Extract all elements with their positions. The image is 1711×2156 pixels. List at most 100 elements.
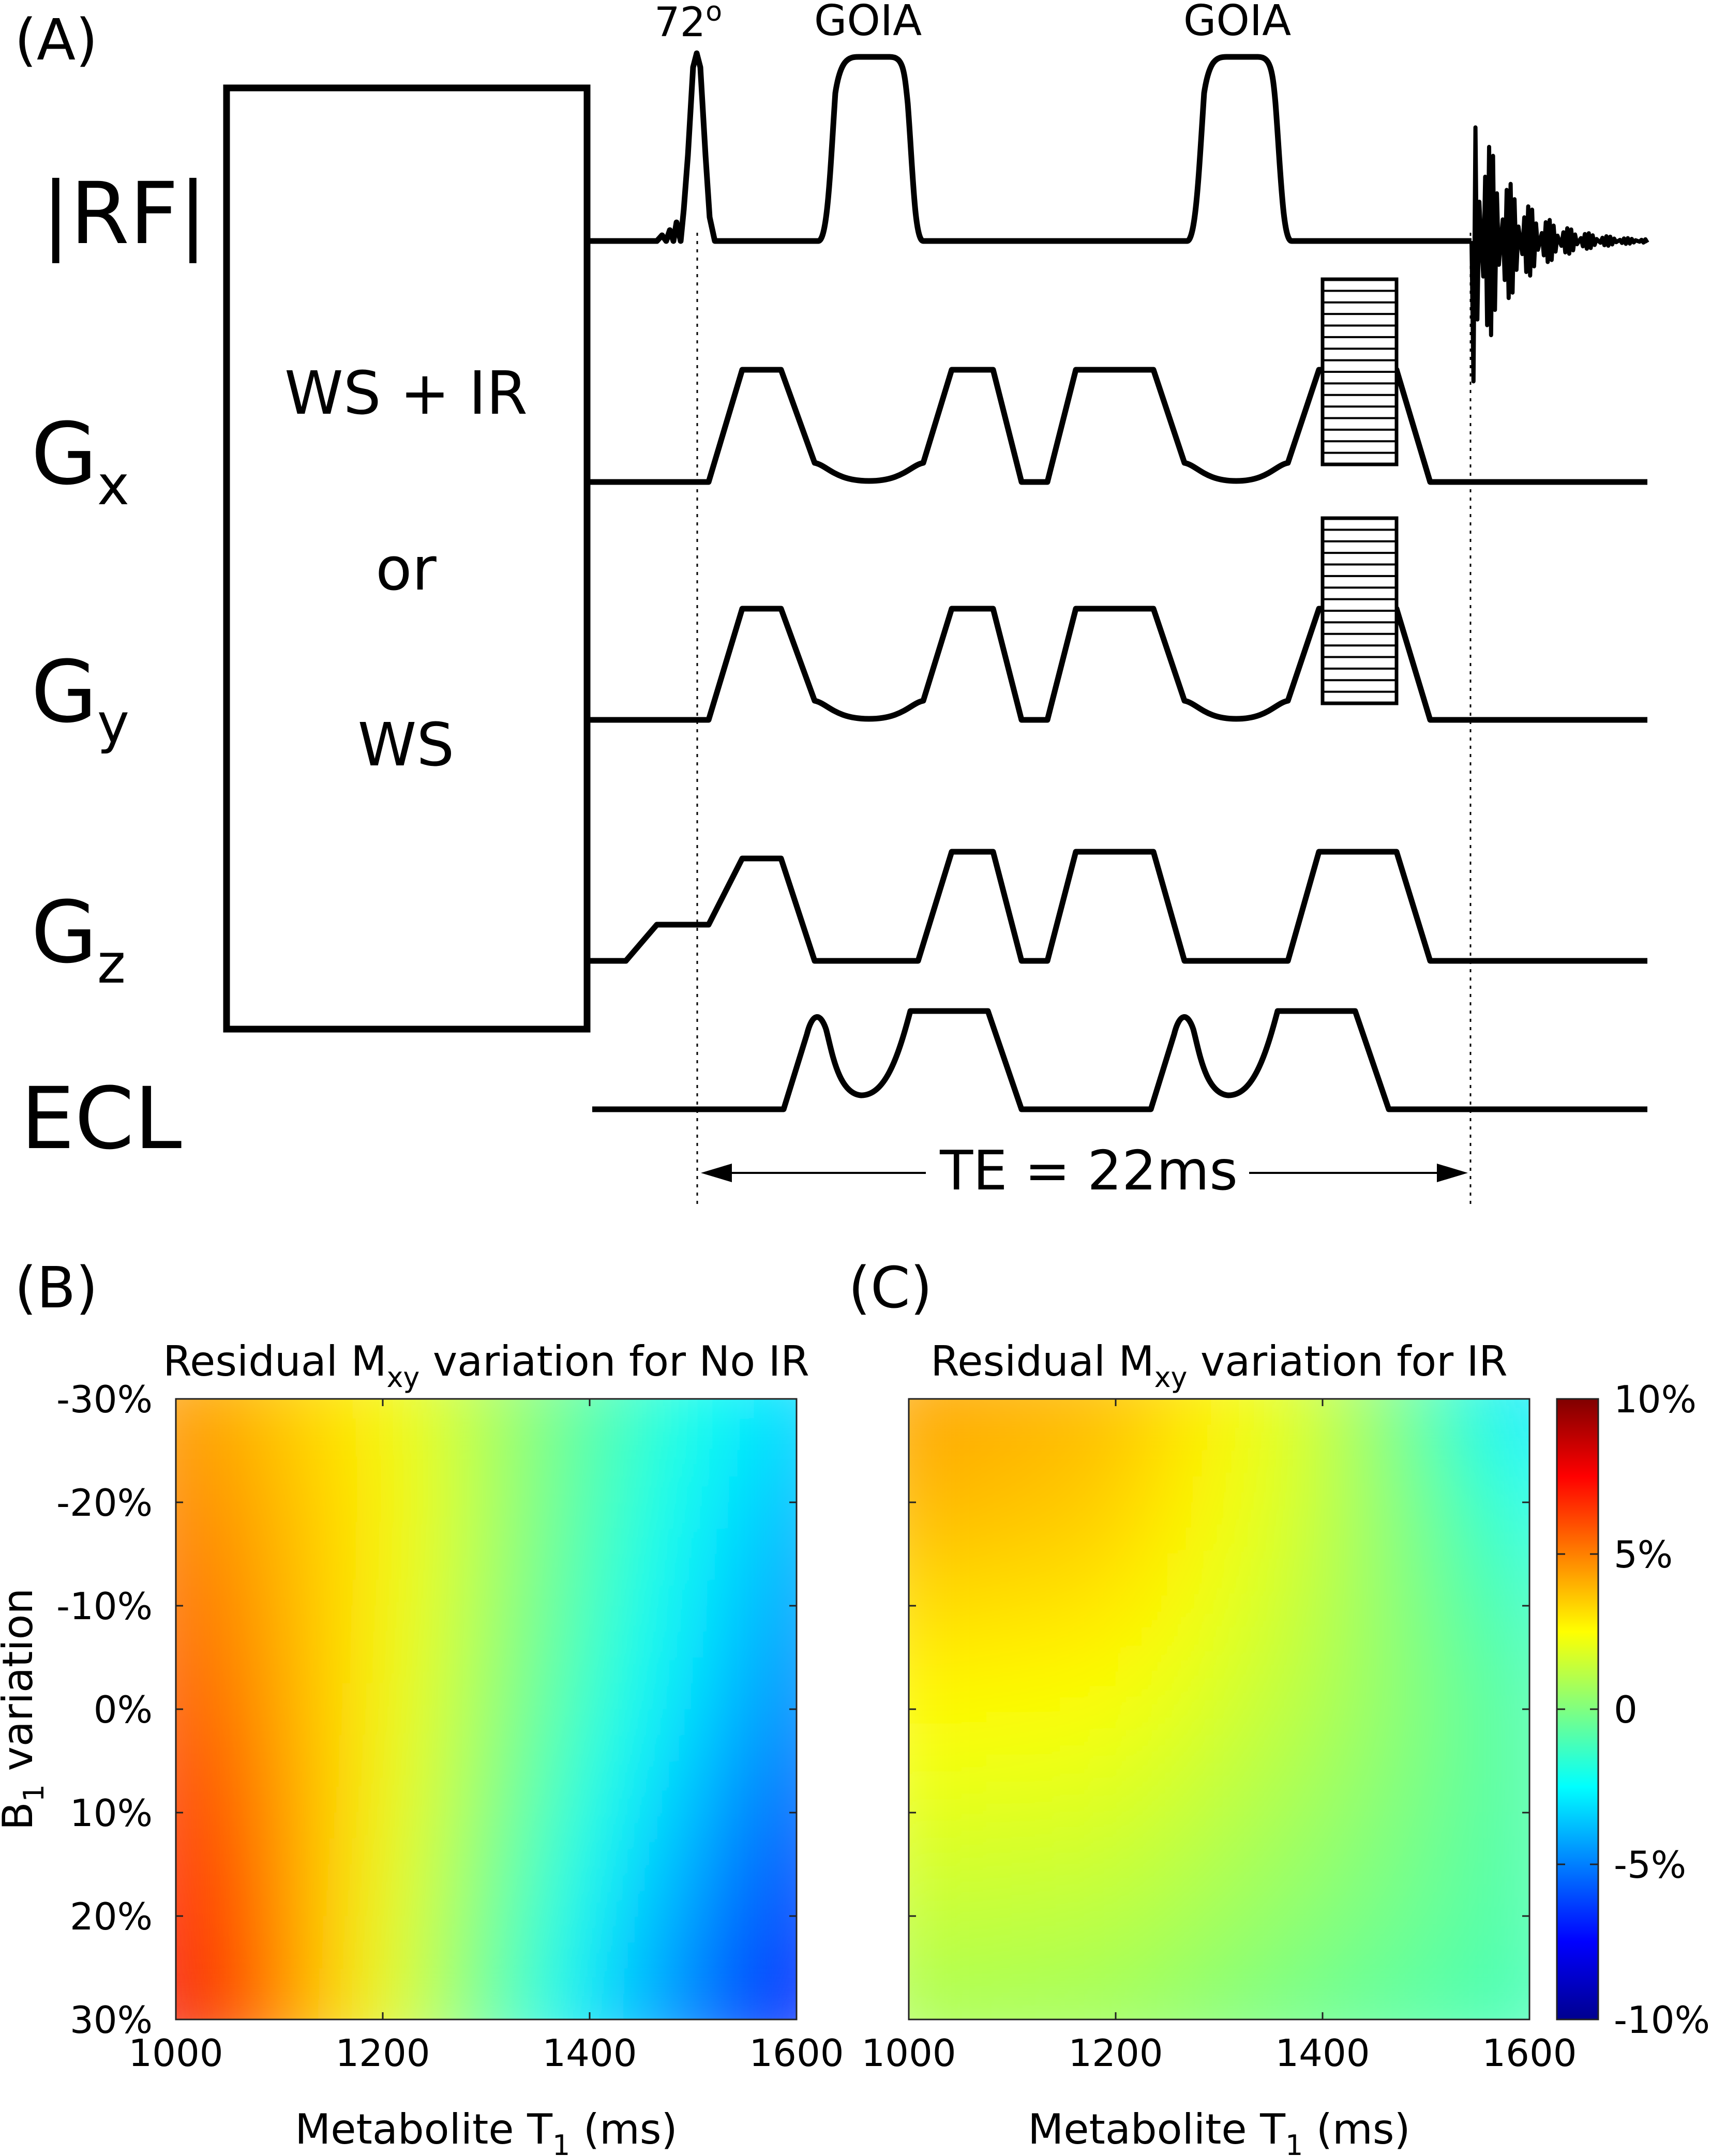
heatmap-cell	[1400, 1916, 1427, 1942]
heatmap-cell	[1323, 1399, 1349, 1425]
heatmap-cell	[1504, 1813, 1529, 1839]
heatmap-cell	[228, 1657, 254, 1684]
panel-c-title: Residual Mxy variation for IR	[930, 1337, 1507, 1394]
heatmap-cell	[1297, 1632, 1323, 1658]
heatmap-cell	[1090, 1451, 1116, 1477]
heatmap-cell	[434, 1502, 461, 1529]
heatmap-cell	[279, 1476, 306, 1503]
heatmap-cell	[538, 1735, 564, 1761]
heatmap-cell	[1400, 1968, 1427, 1994]
x-tick-label: 1000	[128, 2031, 223, 2075]
heatmap-cell	[409, 1890, 435, 1917]
heatmap-cell	[771, 1451, 797, 1477]
heatmap-cell	[564, 1761, 590, 1787]
heatmap-cell	[383, 1580, 409, 1606]
heatmap-cell	[641, 1554, 668, 1580]
heatmap-cell	[745, 1994, 771, 2019]
heatmap-cell	[1529, 1632, 1556, 1658]
heatmap-cell	[1142, 1709, 1168, 1736]
heatmap-cell	[1323, 1528, 1349, 1555]
heatmap-cell	[460, 1657, 487, 1684]
heatmap-cell	[1271, 1554, 1297, 1580]
heatmap-cell	[460, 1735, 487, 1761]
rf-waveform	[588, 50, 1649, 384]
heatmap-cell	[1245, 1838, 1271, 1865]
heatmap-cell	[357, 1735, 383, 1761]
heatmap-cell	[486, 1761, 513, 1787]
heatmap-cell	[1452, 1425, 1478, 1451]
heatmap-cell	[1348, 1425, 1375, 1451]
heatmap-cell	[1323, 1813, 1349, 1839]
heatmap-cell	[409, 1657, 435, 1684]
heatmap-cell	[434, 1683, 461, 1710]
heatmap-cell	[857, 1502, 883, 1529]
heatmap-cell	[1142, 1813, 1168, 1839]
heatmap-cell	[771, 1709, 797, 1736]
heatmap-cell	[909, 1709, 935, 1736]
heatmap-cell	[1297, 1864, 1323, 1891]
heatmap-cell	[822, 1890, 849, 1917]
heatmap-cell	[797, 1942, 823, 1968]
heatmap-cell	[1038, 1890, 1064, 1917]
heatmap-cell	[434, 1787, 461, 1813]
heatmap-cell	[1452, 1632, 1478, 1658]
heatmap-cell	[1012, 1838, 1039, 1865]
heatmap-cell	[434, 1451, 461, 1477]
heatmap-cell	[150, 1942, 176, 1968]
heatmap-cell	[745, 1502, 771, 1529]
heatmap-cell	[986, 1476, 1013, 1503]
heatmap-cell	[1090, 1476, 1116, 1503]
heatmap-cell	[1478, 1683, 1504, 1710]
heatmap-cell	[253, 1761, 280, 1787]
heatmap-cell	[641, 2019, 668, 2046]
heatmap-cell	[1167, 1916, 1194, 1942]
y-axis-label: B1 variation	[0, 1588, 50, 1830]
heatmap-cell	[1529, 1373, 1556, 1399]
heatmap-cell	[357, 1916, 383, 1942]
heatmap-cell	[909, 1916, 935, 1942]
heatmap-cell	[383, 1528, 409, 1555]
heatmap-cell	[1116, 1916, 1142, 1942]
panel-b-x-axis-label: Metabolite T1 (ms)	[295, 2105, 678, 2156]
heatmap-cell	[857, 1787, 883, 1813]
heatmap-cell	[960, 1580, 987, 1606]
heatmap-cell	[1348, 1735, 1375, 1761]
heatmap-cell	[460, 1683, 487, 1710]
heatmap-cell	[693, 2019, 719, 2046]
heatmap-cell	[331, 1425, 357, 1451]
heatmap-cell	[331, 1709, 357, 1736]
heatmap-cell	[1167, 1502, 1194, 1529]
heatmap-cell	[986, 1864, 1013, 1891]
heatmap-cell	[719, 1709, 745, 1736]
heatmap-cell	[383, 1554, 409, 1580]
heatmap-cell	[590, 1890, 616, 1917]
heatmap-cell	[409, 1813, 435, 1839]
heatmap-cell	[357, 1554, 383, 1580]
heatmap-cell	[486, 1709, 513, 1736]
heatmap-cell	[693, 1502, 719, 1529]
heatmap-cell	[1142, 1761, 1168, 1787]
heatmap-cell	[150, 1890, 176, 1917]
heatmap-cell	[667, 1502, 694, 1529]
heatmap-cell	[857, 1864, 883, 1891]
heatmap-cell	[1064, 1761, 1090, 1787]
heatmap-cell	[176, 1787, 202, 1813]
heatmap-cell	[1271, 1813, 1297, 1839]
heatmap-cell	[1038, 1606, 1064, 1632]
heatmap-cell	[1348, 1632, 1375, 1658]
heatmap-cell	[935, 1735, 961, 1761]
heatmap-cell	[1219, 1994, 1245, 2019]
heatmap-cell	[1400, 1425, 1427, 1451]
heatmap-cell	[590, 1580, 616, 1606]
heatmap-cell	[935, 1761, 961, 1787]
heatmap-cell	[935, 1554, 961, 1580]
heatmap-cell	[1426, 1476, 1452, 1503]
heatmap-cell	[771, 1683, 797, 1710]
heatmap-cell	[590, 1399, 616, 1425]
heatmap-cell	[883, 1838, 909, 1865]
heatmap-cell	[667, 1632, 694, 1658]
heatmap-cell	[1323, 1968, 1349, 1994]
heatmap-cell	[1219, 2045, 1245, 2072]
heatmap-cell	[1012, 1632, 1039, 1658]
heatmap-cell	[331, 1632, 357, 1658]
